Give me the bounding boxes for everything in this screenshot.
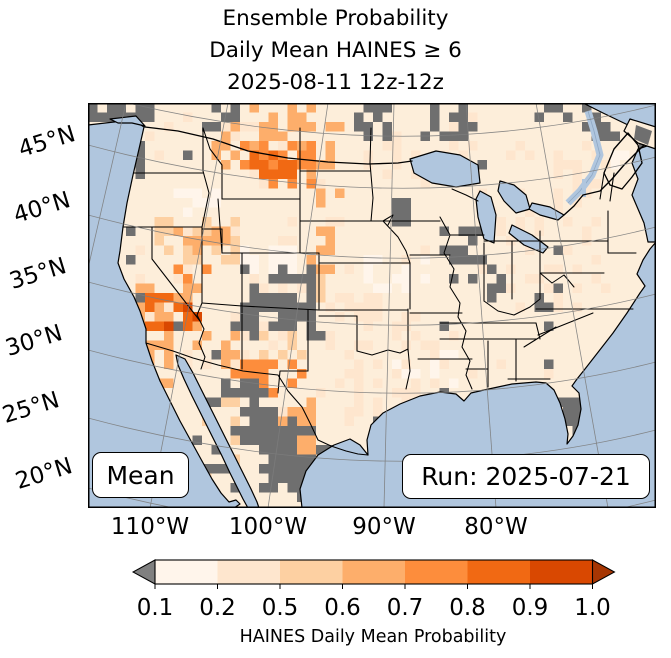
colorbar-tick-label: 0.5: [262, 595, 299, 621]
lat-tick-label: 25°N: [0, 387, 63, 429]
model-run-badge: Run: 2025-07-21: [402, 454, 650, 499]
colorbar-axis-label: HAINES Daily Mean Probability: [240, 627, 507, 647]
colorbar-tick-label: 0.6: [324, 595, 361, 621]
title-line-3: 2025-08-11 12z-12z: [227, 70, 444, 95]
colorbar-tick-label: 0.1: [137, 595, 174, 621]
title-line-1: Ensemble Probability: [222, 6, 449, 31]
colorbar-tick-label: 0.2: [199, 595, 236, 621]
colorbar-tick-label: 1.0: [574, 595, 611, 621]
lat-tick-label: 35°N: [6, 253, 70, 295]
colorbar-tick-label: 0.9: [512, 595, 549, 621]
lat-tick-label: 30°N: [2, 320, 66, 362]
lon-tick-label: 80°W: [464, 514, 528, 540]
national-borders: [144, 126, 645, 216]
colorbar-tick-label: 0.8: [449, 595, 486, 621]
colorbar-segment: [217, 560, 280, 584]
probability-colorbar: 0.1 0.2 0.5 0.6 0.7 0.8 0.9 1.0 HAINES Daily Mea…: [131, 559, 616, 647]
colorbar-segment: [467, 560, 530, 584]
map-panel: [88, 103, 656, 508]
water-bodies: [88, 103, 656, 508]
lat-tick-label: 20°N: [12, 453, 76, 495]
title-line-2: Daily Mean HAINES ≥ 6: [209, 38, 462, 63]
ensemble-member-label: Mean: [106, 460, 175, 490]
colorbar-segment: [280, 560, 343, 584]
lon-tick-label: 90°W: [352, 514, 416, 540]
lon-tick-label: 100°W: [228, 514, 308, 540]
lat-tick-label: 40°N: [10, 187, 74, 229]
colorbar-tick-label: 0.7: [387, 595, 424, 621]
ensemble-member-badge: Mean: [92, 452, 189, 498]
colorbar-segment: [155, 560, 218, 584]
map-frame: [88, 103, 656, 508]
colorbar-segment: [530, 560, 593, 584]
colorbar-segment: [342, 560, 405, 584]
colorbar-over-arrow: [592, 559, 616, 585]
lat-tick-label: 45°N: [15, 121, 79, 163]
conus-probability-map: [88, 103, 656, 508]
lon-tick-label: 110°W: [110, 514, 190, 540]
figure-title: Ensemble Probability Daily Mean HAINES ≥…: [0, 3, 671, 99]
colorbar-segment: [405, 560, 468, 584]
model-run-label: Run: 2025-07-21: [421, 462, 631, 491]
colorbar-under-arrow: [131, 559, 156, 585]
